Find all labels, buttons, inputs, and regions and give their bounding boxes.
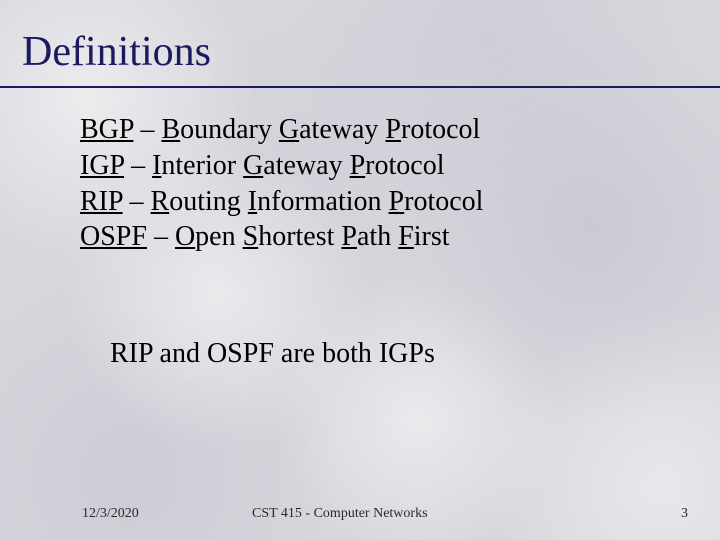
acronym: IGP bbox=[80, 150, 124, 181]
initial-letter: B bbox=[161, 114, 180, 145]
title-underline bbox=[0, 86, 720, 88]
word-rest: ateway bbox=[263, 150, 349, 181]
word-rest: irst bbox=[414, 221, 450, 252]
acronym: RIP bbox=[80, 186, 123, 217]
word-rest: rotocol bbox=[401, 114, 480, 145]
footer-course: CST 415 - Computer Networks bbox=[252, 506, 428, 522]
separator: – bbox=[123, 186, 151, 217]
footer-date: 12/3/2020 bbox=[82, 506, 139, 522]
word-rest: rotocol bbox=[404, 186, 483, 217]
initial-letter: F bbox=[398, 221, 414, 252]
word-rest: pen bbox=[195, 221, 242, 252]
initial-letter: P bbox=[389, 186, 405, 217]
separator: – bbox=[133, 114, 161, 145]
slide-title: Definitions bbox=[22, 28, 211, 78]
word-rest: ath bbox=[357, 221, 398, 252]
word-rest: outing bbox=[169, 186, 248, 217]
word-rest: nformation bbox=[257, 186, 388, 217]
word-rest: hortest bbox=[258, 221, 341, 252]
separator: – bbox=[147, 221, 175, 252]
acronym: OSPF bbox=[80, 221, 147, 252]
initial-letter: P bbox=[385, 114, 401, 145]
definition-row: OSPF – Open Shortest Path First bbox=[80, 219, 483, 255]
initial-letter: P bbox=[350, 150, 366, 181]
initial-letter: P bbox=[341, 221, 357, 252]
initial-letter: G bbox=[279, 114, 299, 145]
initial-letter: I bbox=[248, 186, 257, 217]
definitions-list: BGP – Boundary Gateway Protocol IGP – In… bbox=[80, 112, 483, 255]
initial-letter: O bbox=[175, 221, 195, 252]
initial-letter: S bbox=[243, 221, 259, 252]
definition-row: IGP – Interior Gateway Protocol bbox=[80, 148, 483, 184]
separator: – bbox=[124, 150, 152, 181]
slide: Definitions BGP – Boundary Gateway Proto… bbox=[0, 0, 720, 540]
definition-row: RIP – Routing Information Protocol bbox=[80, 184, 483, 220]
word-rest: nterior bbox=[161, 150, 243, 181]
summary-note: RIP and OSPF are both IGPs bbox=[110, 338, 435, 370]
footer-page-number: 3 bbox=[681, 506, 688, 522]
definition-row: BGP – Boundary Gateway Protocol bbox=[80, 112, 483, 148]
initial-letter: G bbox=[243, 150, 263, 181]
word-rest: rotocol bbox=[365, 150, 444, 181]
initial-letter: R bbox=[151, 186, 170, 217]
word-rest: ateway bbox=[299, 114, 385, 145]
initial-letter: I bbox=[152, 150, 161, 181]
acronym: BGP bbox=[80, 114, 133, 145]
word-rest: oundary bbox=[180, 114, 279, 145]
